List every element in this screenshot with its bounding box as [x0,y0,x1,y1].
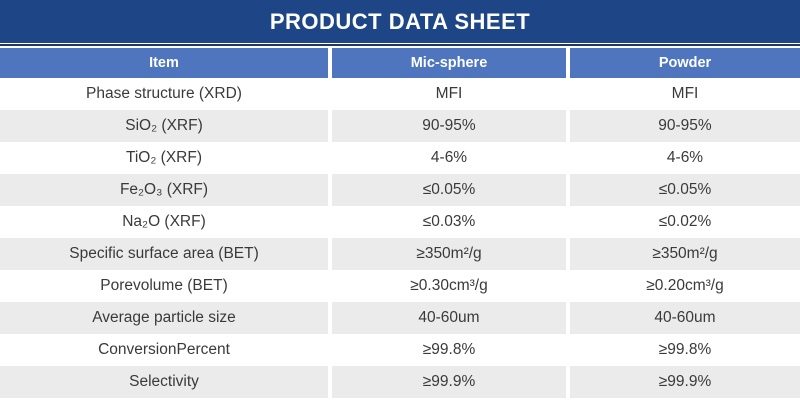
cell-mic-sphere: ≥99.8% [332,334,566,366]
table-row: Fe₂O₃ (XRF) ≤0.05% ≤0.05% [0,174,800,206]
cell-item: Selectivity [0,366,328,398]
table-row: Porevolume (BET) ≥0.30cm³/g ≥0.20cm³/g [0,270,800,302]
cell-item: Phase structure (XRD) [0,78,328,110]
table-row: Average particle size 40-60um 40-60um [0,302,800,334]
cell-powder: 4-6% [570,142,800,174]
cell-powder: ≤0.05% [570,174,800,206]
table-row: Selectivity ≥99.9% ≥99.9% [0,366,800,398]
table-body: Phase structure (XRD) MFI MFI SiO₂ (XRF)… [0,78,800,398]
cell-mic-sphere: 40-60um [332,302,566,334]
table-row: Specific surface area (BET) ≥350m²/g ≥35… [0,238,800,270]
cell-powder: ≥99.9% [570,366,800,398]
cell-mic-sphere: ≥350m²/g [332,238,566,270]
cell-item: Na₂O (XRF) [0,206,328,238]
navy-rule [0,44,800,46]
cell-mic-sphere: ≤0.03% [332,206,566,238]
column-header-mic-sphere: Mic-sphere [332,48,566,78]
table-row: Phase structure (XRD) MFI MFI [0,78,800,110]
table-row: TiO₂ (XRF) 4-6% 4-6% [0,142,800,174]
cell-item: TiO₂ (XRF) [0,142,328,174]
cell-mic-sphere: ≤0.05% [332,174,566,206]
cell-item: Average particle size [0,302,328,334]
cell-powder: ≥99.8% [570,334,800,366]
table-row: SiO₂ (XRF) 90-95% 90-95% [0,110,800,142]
cell-powder: 40-60um [570,302,800,334]
cell-item: SiO₂ (XRF) [0,110,328,142]
column-header-item: Item [0,48,328,78]
cell-item: Fe₂O₃ (XRF) [0,174,328,206]
cell-mic-sphere: ≥0.30cm³/g [332,270,566,302]
cell-powder: ≤0.02% [570,206,800,238]
cell-powder: ≥0.20cm³/g [570,270,800,302]
title-bar: PRODUCT DATA SHEET [0,0,800,43]
title-divider [0,43,800,48]
page-title: PRODUCT DATA SHEET [269,8,531,34]
table-header-row: Item Mic-sphere Powder [0,48,800,78]
cell-powder: ≥350m²/g [570,238,800,270]
table-row: Na₂O (XRF) ≤0.03% ≤0.02% [0,206,800,238]
cell-mic-sphere: 4-6% [332,142,566,174]
cell-mic-sphere: ≥99.9% [332,366,566,398]
column-header-powder: Powder [570,48,800,78]
cell-mic-sphere: 90-95% [332,110,566,142]
cell-powder: 90-95% [570,110,800,142]
cell-item: Specific surface area (BET) [0,238,328,270]
cell-item: ConversionPercent [0,334,328,366]
cell-powder: MFI [570,78,800,110]
table-row: ConversionPercent ≥99.8% ≥99.8% [0,334,800,366]
cell-mic-sphere: MFI [332,78,566,110]
cell-item: Porevolume (BET) [0,270,328,302]
